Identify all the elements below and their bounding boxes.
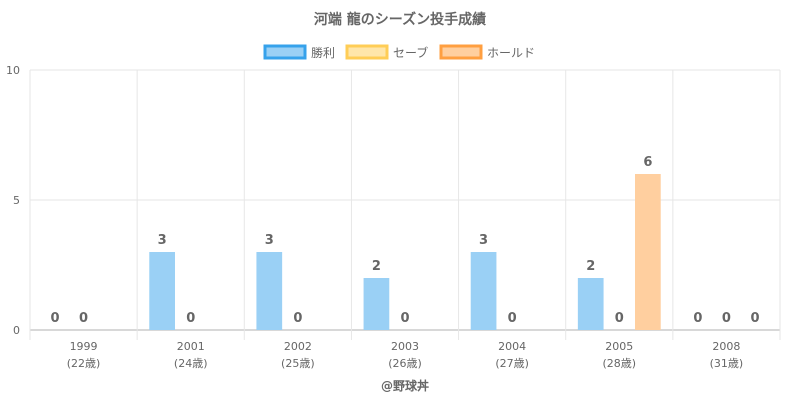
- x-tick-sublabel-4: (27歳): [495, 357, 529, 370]
- data-label-0-2: 3: [265, 233, 274, 248]
- bar-0-3[interactable]: [363, 278, 390, 330]
- data-label-0-0: 0: [50, 311, 59, 326]
- chart-title: 河端 龍のシーズン投手成績: [314, 11, 486, 28]
- credit: @野球丼: [381, 378, 429, 393]
- x-tick-label-3: 2003: [391, 340, 419, 353]
- data-label-1-3: 0: [400, 311, 409, 326]
- y-tick-label-0: 0: [13, 324, 20, 337]
- x-tick-sublabel-3: (26歳): [388, 357, 422, 370]
- x-tick-label-6: 2008: [712, 340, 740, 353]
- data-label-2-6: 0: [750, 311, 759, 326]
- data-label-0-6: 0: [693, 311, 702, 326]
- x-tick-label-2: 2002: [284, 340, 312, 353]
- legend-label-2[interactable]: ホールド: [487, 46, 535, 60]
- x-tick-sublabel-2: (25歳): [281, 357, 315, 370]
- data-label-1-0: 0: [79, 311, 88, 326]
- x-axis: 1999 (22歳) 2001 (24歳) 2002 (25歳) 2003 (26歳) 2004…: [67, 340, 743, 370]
- x-tick-sublabel-5: (28歳): [602, 357, 636, 370]
- x-tick-label-4: 2004: [498, 340, 526, 353]
- y-axis: 0 5 10: [6, 64, 20, 337]
- x-tick-label-1: 2001: [177, 340, 205, 353]
- data-label-1-1: 0: [186, 311, 195, 326]
- data-label-1-6: 0: [722, 311, 731, 326]
- x-tick-label-5: 2005: [605, 340, 633, 353]
- bar-0-1[interactable]: [149, 252, 175, 330]
- legend-swatch-2[interactable]: [439, 44, 483, 60]
- legend-label-1[interactable]: セーブ: [393, 45, 428, 60]
- x-tick-sublabel-1: (24歳): [174, 357, 208, 370]
- data-label-0-3: 2: [372, 259, 381, 274]
- bars: [149, 174, 661, 330]
- x-tick-label-0: 1999: [70, 340, 98, 353]
- x-tick-sublabel-0: (22歳): [67, 357, 101, 370]
- data-labels: 0 0 3 0 3 0 2 0 3 0 2 0 6 0 0 0: [50, 155, 759, 326]
- legend-swatch-1[interactable]: [345, 44, 389, 60]
- data-label-1-5: 0: [615, 311, 624, 326]
- data-label-0-5: 2: [586, 259, 595, 274]
- bar-0-4[interactable]: [470, 252, 497, 330]
- legend-label-0[interactable]: 勝利: [311, 45, 335, 60]
- bar-0-5[interactable]: [577, 278, 604, 330]
- bar-2-5[interactable]: [635, 174, 661, 330]
- bar-0-2[interactable]: [256, 252, 283, 330]
- x-tick-sublabel-6: (31歳): [710, 357, 744, 370]
- data-label-1-2: 0: [293, 311, 302, 326]
- data-label-0-4: 3: [479, 233, 488, 248]
- data-label-2-5: 6: [643, 155, 652, 170]
- legend-swatch-0[interactable]: [263, 44, 307, 60]
- y-tick-label-1: 5: [13, 194, 20, 207]
- y-tick-label-2: 10: [6, 64, 20, 77]
- data-label-1-4: 0: [508, 311, 517, 326]
- legend: 勝利 セーブ ホールド: [263, 44, 535, 60]
- grid: [29, 69, 781, 340]
- data-label-0-1: 3: [158, 233, 167, 248]
